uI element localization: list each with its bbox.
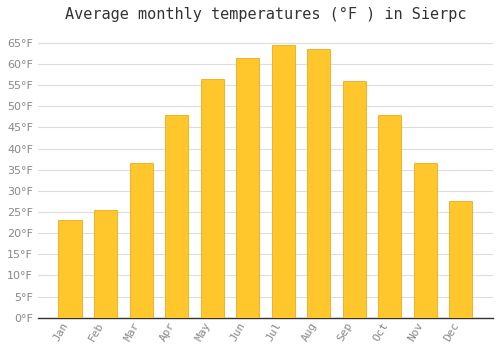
Bar	[378, 115, 402, 318]
Bar	[236, 57, 259, 318]
Bar	[200, 79, 224, 318]
Bar	[94, 210, 117, 318]
Bar	[165, 115, 188, 318]
Bar	[58, 220, 82, 318]
Bar	[272, 45, 294, 318]
Bar	[414, 163, 437, 318]
Bar	[450, 201, 472, 318]
Bar	[130, 163, 152, 318]
Bar	[307, 49, 330, 318]
Bar	[342, 81, 366, 318]
Title: Average monthly temperatures (°F ) in Sierpc: Average monthly temperatures (°F ) in Si…	[64, 7, 466, 22]
